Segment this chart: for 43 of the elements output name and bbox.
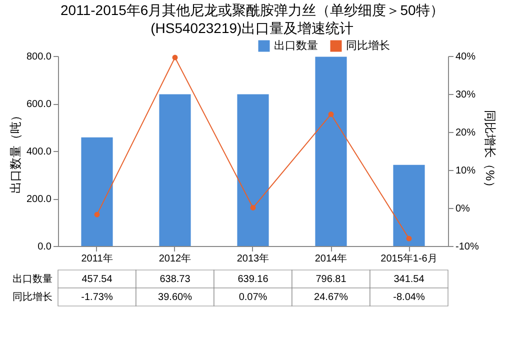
bar — [81, 137, 113, 246]
chart-title: 2011-2015年6月其他尼龙或聚酰胺弹力丝（单纱细度＞50特）(HS54023219)出口量及增速统计 — [60, 2, 444, 36]
y2-tick-label: -10% — [456, 242, 479, 252]
y2-tick-label: 30% — [456, 90, 476, 100]
point — [172, 54, 178, 60]
y2-tick-label: 40% — [456, 52, 476, 62]
bar — [237, 94, 269, 246]
bar — [159, 94, 191, 246]
y2-axis-title: 同比增长（%） — [482, 110, 497, 193]
point — [328, 112, 334, 117]
point — [250, 205, 256, 210]
data-label: 341.54 — [394, 274, 425, 285]
data-label: 796.81 — [316, 274, 347, 285]
y2-tick-label: 10% — [456, 166, 476, 176]
data-label: 457.54 — [82, 274, 113, 285]
data-label: 639.16 — [238, 274, 269, 285]
y-tick-label: 400.0 — [26, 146, 52, 158]
y-tick-label: 0.0 — [38, 242, 52, 252]
y2-tick-label: 20% — [456, 128, 476, 138]
data-label: 0.07% — [238, 292, 268, 303]
y-axis-title: 出口数量（吨） — [8, 110, 22, 194]
y-tick-label: 600.0 — [26, 99, 52, 110]
text: 同比增长 — [12, 292, 52, 303]
data-label: 638.73 — [160, 274, 191, 285]
legend-label: 出口数量 — [274, 39, 318, 52]
data-label: 39.60% — [158, 292, 192, 303]
x-tick-label: 2015年1-6月 — [380, 252, 438, 264]
point — [94, 212, 100, 218]
point — [406, 236, 412, 242]
x-tick-label: 2011年 — [81, 252, 113, 264]
legend-label: 同比增长 — [346, 39, 390, 52]
x-tick-label: 2014年 — [314, 252, 348, 264]
x-tick-label: 2013年 — [236, 252, 270, 264]
data-label: -8.04% — [393, 292, 425, 303]
text: 出口数量 — [12, 274, 52, 285]
bar — [315, 56, 347, 246]
data-label: -1.73% — [81, 292, 113, 303]
y2-tick-label: 0% — [456, 204, 470, 214]
data-label: 24.67% — [314, 292, 348, 303]
y-tick-label: 800.0 — [26, 52, 52, 62]
x-tick-label: 2012年 — [158, 252, 192, 264]
y-tick-label: 200.0 — [26, 194, 52, 205]
bar — [393, 164, 425, 246]
